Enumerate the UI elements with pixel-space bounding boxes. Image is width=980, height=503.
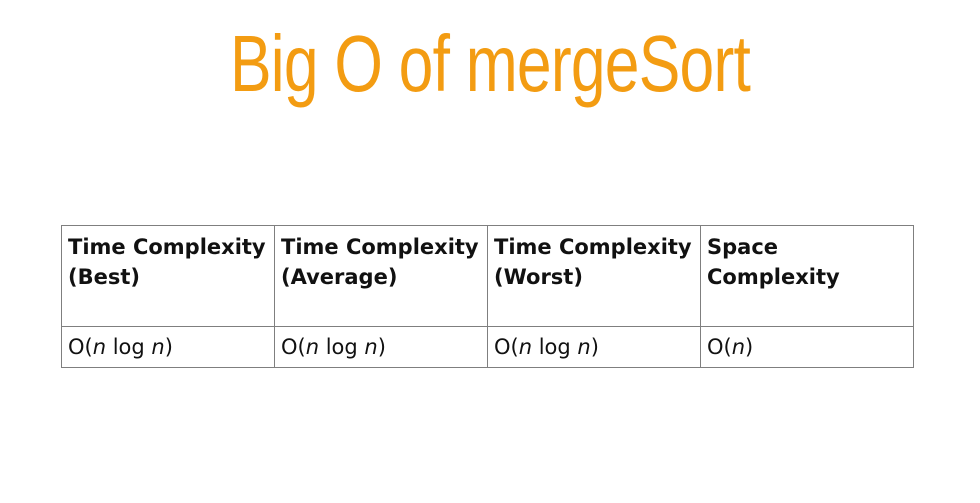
slide-title: Big O of mergeSort: [229, 19, 751, 108]
cell-time-best: O(n log n): [61, 326, 275, 368]
header-time-average: Time Complexity (Average): [274, 225, 488, 327]
cell-mid: log: [319, 335, 365, 359]
header-space: Space Complexity: [700, 225, 914, 327]
table-header-row: Time Complexity (Best) Time Complexity (…: [61, 225, 914, 327]
cell-prefix: O(: [494, 335, 519, 359]
header-time-best: Time Complexity (Best): [61, 225, 275, 327]
cell-prefix: O(: [281, 335, 306, 359]
cell-var: n: [305, 335, 320, 359]
cell-var: n: [518, 335, 533, 359]
cell-time-average: O(n log n): [274, 326, 488, 368]
cell-var: n: [92, 335, 107, 359]
cell-prefix: O(: [68, 335, 93, 359]
cell-time-worst: O(n log n): [487, 326, 701, 368]
header-time-worst: Time Complexity (Worst): [487, 225, 701, 327]
cell-suffix: ): [377, 335, 386, 359]
cell-prefix: O(: [707, 335, 732, 359]
cell-var: n: [151, 335, 165, 359]
cell-mid: log: [106, 335, 152, 359]
cell-space: O(n): [700, 326, 914, 368]
cell-mid: log: [532, 335, 578, 359]
cell-suffix: ): [590, 335, 599, 359]
cell-var: n: [577, 335, 591, 359]
table-row: O(n log n) O(n log n) O(n log n) O(n): [61, 326, 914, 368]
cell-var: n: [364, 335, 378, 359]
complexity-table: Time Complexity (Best) Time Complexity (…: [61, 225, 914, 368]
cell-suffix: ): [745, 335, 754, 359]
cell-var: n: [731, 335, 746, 359]
cell-suffix: ): [164, 335, 173, 359]
